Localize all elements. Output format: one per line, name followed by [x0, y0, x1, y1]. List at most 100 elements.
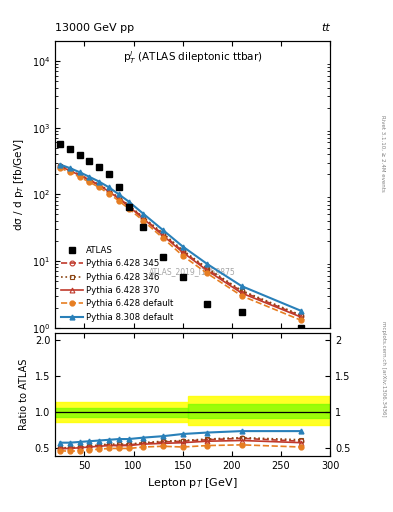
Pythia 6.428 370: [117, 196, 121, 202]
Pythia 6.428 370: [180, 249, 185, 255]
Pythia 6.428 370: [127, 203, 131, 209]
Pythia 6.428 370: [87, 177, 92, 183]
Pythia 6.428 default: [68, 169, 72, 175]
Text: ATLAS_2019_I1759875: ATLAS_2019_I1759875: [149, 267, 236, 276]
Pythia 6.428 default: [58, 165, 62, 171]
Pythia 6.428 346: [117, 195, 121, 201]
Pythia 6.428 345: [141, 215, 146, 221]
Pythia 6.428 default: [141, 218, 146, 224]
Text: Rivet 3.1.10, ≥ 2.4M events: Rivet 3.1.10, ≥ 2.4M events: [381, 115, 386, 192]
Pythia 6.428 default: [77, 174, 82, 180]
Pythia 8.308 default: [239, 283, 244, 289]
Line: Pythia 6.428 346: Pythia 6.428 346: [57, 163, 303, 317]
Legend: ATLAS, Pythia 6.428 345, Pythia 6.428 346, Pythia 6.428 370, Pythia 6.428 defaul: ATLAS, Pythia 6.428 345, Pythia 6.428 34…: [59, 244, 175, 324]
Pythia 6.428 default: [161, 235, 165, 241]
ATLAS: [97, 164, 102, 170]
Pythia 6.428 default: [97, 184, 102, 190]
ATLAS: [68, 146, 72, 152]
Pythia 6.428 346: [161, 230, 165, 237]
ATLAS: [77, 152, 82, 158]
Pythia 6.428 default: [205, 270, 210, 276]
X-axis label: Lepton p$_T$ [GeV]: Lepton p$_T$ [GeV]: [147, 476, 238, 490]
Pythia 8.308 default: [298, 308, 303, 314]
Pythia 6.428 345: [68, 167, 72, 173]
Pythia 6.428 345: [239, 288, 244, 294]
Pythia 6.428 370: [161, 232, 165, 239]
Pythia 6.428 346: [239, 288, 244, 294]
Pythia 8.308 default: [97, 179, 102, 185]
ATLAS: [87, 158, 92, 164]
ATLAS: [58, 141, 62, 147]
ATLAS: [180, 274, 185, 280]
Bar: [55, 402, 188, 422]
Pythia 6.428 345: [180, 248, 185, 254]
Bar: [188, 396, 330, 425]
ATLAS: [161, 254, 165, 260]
Pythia 6.428 default: [239, 293, 244, 299]
Pythia 6.428 346: [97, 182, 102, 188]
Pythia 6.428 370: [239, 290, 244, 296]
ATLAS: [298, 325, 303, 331]
Line: Pythia 6.428 default: Pythia 6.428 default: [57, 165, 303, 323]
ATLAS: [127, 204, 131, 210]
Pythia 6.428 346: [180, 247, 185, 253]
Pythia 8.308 default: [77, 169, 82, 175]
Pythia 6.428 346: [58, 163, 62, 169]
Line: ATLAS: ATLAS: [57, 140, 304, 331]
Pythia 6.428 345: [205, 266, 210, 272]
Pythia 6.428 346: [107, 187, 112, 194]
Pythia 6.428 346: [68, 167, 72, 173]
Line: Pythia 6.428 370: Pythia 6.428 370: [57, 164, 303, 319]
Pythia 8.308 default: [127, 199, 131, 205]
Text: tt: tt: [321, 23, 330, 33]
Pythia 8.308 default: [107, 184, 112, 190]
Pythia 6.428 370: [141, 216, 146, 222]
Y-axis label: Ratio to ATLAS: Ratio to ATLAS: [19, 358, 29, 430]
Pythia 6.428 346: [77, 172, 82, 178]
Pythia 6.428 370: [298, 314, 303, 320]
ATLAS: [239, 309, 244, 315]
Pythia 8.308 default: [87, 174, 92, 180]
Pythia 6.428 default: [107, 190, 112, 197]
Line: Pythia 8.308 default: Pythia 8.308 default: [57, 162, 303, 313]
Text: p$_T^l$ (ATLAS dileptonic ttbar): p$_T^l$ (ATLAS dileptonic ttbar): [123, 50, 263, 67]
Pythia 8.308 default: [117, 191, 121, 198]
Text: mcplots.cern.ch [arXiv:1306.3436]: mcplots.cern.ch [arXiv:1306.3436]: [381, 321, 386, 416]
Pythia 6.428 370: [77, 172, 82, 178]
Pythia 6.428 default: [87, 179, 92, 185]
Pythia 6.428 default: [117, 198, 121, 204]
Pythia 6.428 345: [161, 231, 165, 238]
Pythia 6.428 default: [180, 252, 185, 259]
ATLAS: [141, 224, 146, 230]
Pythia 8.308 default: [180, 243, 185, 249]
Text: 13000 GeV pp: 13000 GeV pp: [55, 23, 134, 33]
Pythia 8.308 default: [205, 261, 210, 267]
Pythia 6.428 346: [205, 265, 210, 271]
ATLAS: [117, 184, 121, 190]
Pythia 6.428 345: [97, 182, 102, 188]
Pythia 6.428 370: [107, 188, 112, 195]
Pythia 6.428 345: [298, 313, 303, 319]
Pythia 6.428 346: [141, 215, 146, 221]
Pythia 6.428 default: [127, 206, 131, 212]
Pythia 6.428 346: [127, 202, 131, 208]
Pythia 6.428 default: [298, 317, 303, 323]
Pythia 6.428 370: [58, 163, 62, 169]
ATLAS: [107, 170, 112, 177]
Pythia 6.428 345: [58, 163, 62, 169]
Pythia 6.428 345: [127, 202, 131, 208]
ATLAS: [205, 301, 210, 307]
Y-axis label: dσ / d p$_T$ [fb/GeV]: dσ / d p$_T$ [fb/GeV]: [12, 138, 26, 230]
Pythia 8.308 default: [161, 227, 165, 233]
Pythia 6.428 345: [77, 172, 82, 178]
Pythia 6.428 345: [117, 195, 121, 201]
Pythia 6.428 345: [87, 177, 92, 183]
Bar: [55, 408, 188, 417]
Pythia 8.308 default: [68, 165, 72, 171]
Bar: [188, 403, 330, 418]
Pythia 8.308 default: [141, 211, 146, 217]
Pythia 8.308 default: [58, 161, 62, 167]
Pythia 6.428 370: [68, 167, 72, 174]
Pythia 6.428 345: [107, 188, 112, 194]
Pythia 6.428 346: [298, 312, 303, 318]
